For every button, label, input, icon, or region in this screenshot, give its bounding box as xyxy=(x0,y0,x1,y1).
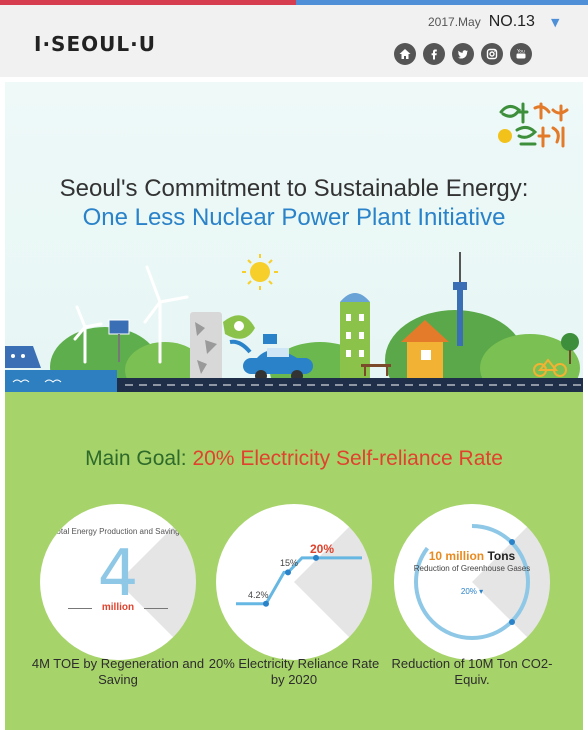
hero-title-line1: Seoul's Commitment to Sustainable Energy… xyxy=(59,175,529,202)
city-energy-illustration xyxy=(5,252,583,392)
main-goal-value: 20% Electricity Self-reliance Rate xyxy=(192,447,503,470)
stat-caption-co2: Reduction of 10M Ton CO2-Equiv. xyxy=(391,656,553,687)
facebook-icon[interactable] xyxy=(423,43,445,65)
social-links: You xyxy=(394,43,532,65)
stat-circle-reliance: 4.2% 15% 20% xyxy=(216,504,372,660)
reliance-point xyxy=(313,554,319,561)
stat-circle-label: Total Energy Production and Savings xyxy=(52,527,184,536)
reliance-point-label: 4.2% xyxy=(248,589,269,600)
reliance-point-label: 20% xyxy=(310,541,335,556)
accent-bar-blue xyxy=(296,0,588,5)
main-goal-label: Main Goal: xyxy=(85,447,187,470)
stat-caption-reliance: 20% Electricity Reliance Rate by 2020 xyxy=(208,656,380,687)
twitter-icon[interactable] xyxy=(452,43,474,65)
campaign-emblem-icon xyxy=(498,102,569,148)
top-accent-bar xyxy=(0,0,588,5)
reliance-point xyxy=(263,600,269,607)
stat-caption-energy: 4M TOE by Regeneration and Saving xyxy=(31,656,205,687)
hero-title-line2: One Less Nuclear Power Plant Initiative xyxy=(82,204,506,231)
youtube-icon[interactable]: You xyxy=(510,43,532,65)
stat-circle-co2: 10 million Tons Reduction of Greenhouse … xyxy=(394,504,550,660)
reliance-line-chart xyxy=(236,554,362,607)
stat-unit: million xyxy=(101,602,135,613)
main-goal-heading: Main Goal: 20% Electricity Self-reliance… xyxy=(5,447,583,471)
reliance-point-label: 15% xyxy=(280,558,299,569)
home-icon[interactable] xyxy=(394,43,416,65)
accent-bar-red xyxy=(0,0,296,5)
co2-tons: 10 million Tons xyxy=(428,549,516,563)
main-goal-section: Main Goal: 20% Electricity Self-reliance… xyxy=(5,392,583,730)
issue-number: NO.13 xyxy=(488,13,535,30)
co2-percent: 20% ▾ xyxy=(460,587,484,596)
stat-big-number: 4 xyxy=(97,537,139,611)
issue-date: 2017.May xyxy=(428,15,481,29)
newsletter-header: I·SEOUL·U 2017.May NO.13 ▼ You xyxy=(0,5,588,77)
sun-icon xyxy=(242,254,278,290)
i-seoul-u-logo[interactable]: I·SEOUL·U xyxy=(34,32,156,56)
issue-selector[interactable]: 2017.May NO.13 ▼ xyxy=(428,13,559,31)
triangle-down-icon[interactable]: ▼ xyxy=(550,16,560,29)
stat-circle-energy: Total Energy Production and Savings 4 mi… xyxy=(40,504,196,660)
svg-text:You: You xyxy=(516,49,525,55)
reliance-point xyxy=(285,569,291,576)
instagram-icon[interactable] xyxy=(481,43,503,65)
co2-reduction-text: Reduction of Greenhouse Gases xyxy=(413,564,531,573)
reduction-ring-icon xyxy=(414,524,530,640)
hero-banner: Seoul's Commitment to Sustainable Energy… xyxy=(5,82,583,392)
